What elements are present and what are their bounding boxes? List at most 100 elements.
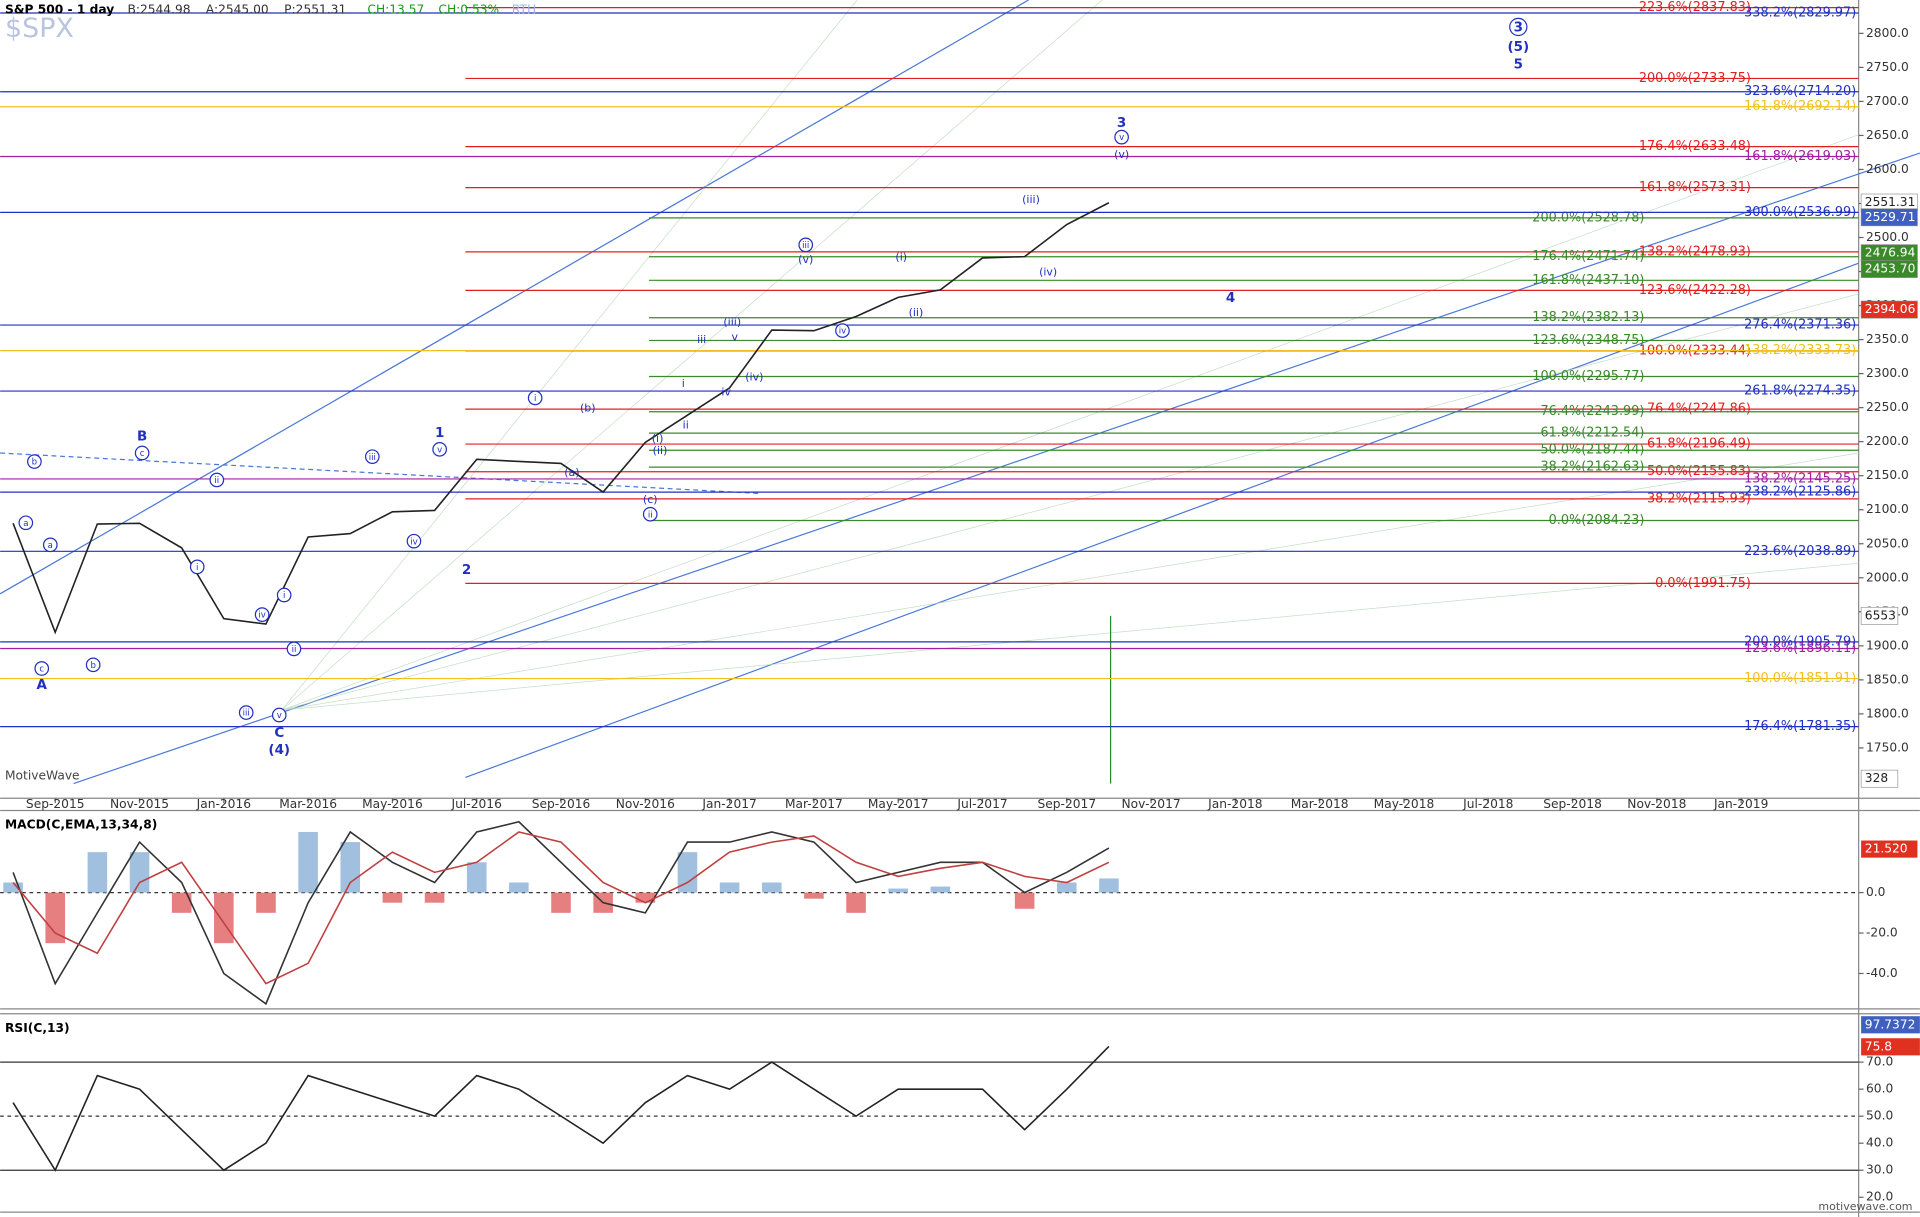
wave-circle	[189, 559, 205, 575]
value-tag	[1861, 1016, 1920, 1034]
fib-level-label: 161.8%(2573.31)	[1639, 180, 1751, 195]
wave-label: iv	[839, 327, 846, 337]
wave-label: (5)	[1507, 40, 1529, 55]
fib-level-label: 200.0%(2528.78)	[1532, 210, 1644, 225]
macd-histogram-bar	[1056, 882, 1077, 893]
macd-histogram-bar	[424, 892, 445, 903]
y-tick-label: 2600.0	[1866, 162, 1909, 176]
macd-histogram-bar	[1014, 892, 1035, 909]
wave-label: (iv)	[745, 371, 763, 384]
x-tick-label: Jan-2017	[701, 797, 756, 811]
y-tick-label: 2250.0	[1866, 400, 1909, 414]
fib-level-label: 323.6%(2714.20)	[1744, 84, 1856, 99]
wave-circle	[835, 323, 850, 338]
wave-label: (ii)	[653, 444, 668, 457]
wave-label: (i)	[652, 432, 664, 445]
y-tick-label: 2000.0	[1866, 570, 1909, 584]
wave-label: c	[39, 665, 44, 675]
wave-label: iv	[721, 385, 731, 398]
wave-label: i	[682, 377, 685, 390]
wave-circle	[286, 641, 302, 657]
brand-watermark: MotiveWave	[5, 769, 80, 783]
wave-circle	[18, 515, 34, 531]
y-tick-label: 2200.0	[1866, 434, 1909, 448]
price-tag-label: 2476.94	[1865, 246, 1916, 260]
fib-level-label: 38.2%(2115.93)	[1647, 491, 1751, 506]
wave-label: v	[1119, 133, 1124, 143]
x-tick-label: Nov-2018	[1627, 797, 1686, 811]
wave-circle	[271, 707, 287, 723]
wave-label: (v)	[1114, 148, 1129, 161]
price-tag	[1860, 300, 1918, 319]
wave-label: ii	[214, 476, 219, 486]
x-tick-label: Jan-2019	[1713, 797, 1768, 811]
wave-label: (iv)	[1039, 265, 1057, 278]
wave-circle	[406, 533, 422, 549]
chart-title: S&P 500 - 1 day	[5, 2, 114, 16]
wave-label: v	[437, 445, 442, 455]
x-tick-label: Sep-2017	[1037, 797, 1096, 811]
quote-field: RTH	[512, 2, 536, 16]
rsi-title: RSI(C,13)	[5, 1021, 70, 1035]
fib-level-label: 123.6%(1896.11)	[1744, 641, 1856, 656]
fib-level-label: 176.4%(2633.48)	[1639, 139, 1751, 154]
y-tick-label: -40.0	[1866, 966, 1898, 980]
wave-label: v	[277, 711, 282, 721]
y-tick-label: 2650.0	[1866, 128, 1909, 142]
x-tick-label: May-2018	[1374, 797, 1435, 811]
price-tag-label: 2551.31	[1865, 195, 1916, 209]
x-tick-label: Nov-2016	[616, 797, 675, 811]
wave-circle	[527, 390, 543, 406]
wave-label: 3	[1117, 116, 1126, 131]
wave-label: (iii)	[1022, 193, 1040, 206]
y-tick-label: 70.0	[1866, 1055, 1893, 1069]
y-tick-label: 2300.0	[1866, 366, 1909, 380]
fib-level-label: 123.6%(2348.75)	[1532, 333, 1644, 348]
wave-circle	[432, 441, 447, 457]
macd-histogram-bar	[635, 892, 656, 903]
volume-tag	[1860, 769, 1899, 788]
fib-level-label: 50.0%(2187.44)	[1540, 443, 1644, 458]
value-tag	[1861, 1038, 1920, 1056]
footer: motivewave.com	[1818, 1200, 1912, 1213]
x-tick-label: Sep-2018	[1543, 797, 1602, 811]
macd-histogram-bar	[466, 862, 487, 893]
x-tick-label: Jan-2016	[196, 797, 252, 811]
wave-label: C	[274, 726, 284, 741]
value-tag-label: 21.520	[1865, 842, 1908, 856]
macd-histogram-bar	[171, 892, 192, 913]
wave-label: iii	[802, 241, 809, 251]
wave-label: (c)	[643, 493, 658, 506]
wave-label: 5	[1514, 57, 1523, 72]
value-tag-label: 75.8	[1865, 1039, 1892, 1053]
fib-level-label: 161.8%(2437.10)	[1532, 273, 1644, 288]
x-tick-label: Mar-2017	[785, 797, 843, 811]
wave-label: (a)	[564, 466, 579, 479]
fib-level-label: 200.0%(1905.79)	[1744, 634, 1856, 649]
wave-label: (iii)	[723, 316, 741, 329]
fan-lines	[281, 0, 1859, 711]
wave-label: 3	[1514, 21, 1523, 36]
fib-level-label: 123.6%(2422.28)	[1639, 283, 1751, 298]
volume-tag-label: 328	[1865, 771, 1888, 785]
wave-circle	[276, 587, 292, 603]
macd-histogram-bar	[298, 831, 318, 893]
wave-circle	[134, 445, 150, 461]
y-tick-label: -20.0	[1866, 926, 1898, 940]
fib-level-label: 38.2%(2162.63)	[1540, 460, 1644, 475]
x-tick-label: Jul-2017	[956, 797, 1007, 811]
fib-level-label: 61.8%(2196.49)	[1647, 437, 1751, 452]
wave-label: iii	[369, 453, 376, 463]
y-tick-label: 2700.0	[1866, 94, 1909, 108]
wave-label: c	[140, 449, 145, 459]
price-tag-label: 2453.70	[1865, 262, 1916, 276]
wave-label: b	[32, 458, 37, 468]
fib-level-label: 138.2%(2478.93)	[1639, 244, 1751, 259]
wave-label: ii	[683, 418, 689, 431]
wave-label: b	[90, 661, 95, 671]
volume-tag	[1860, 606, 1899, 625]
x-tick-label: Sep-2015	[26, 797, 85, 811]
fib-level-label: 300.0%(2536.99)	[1744, 205, 1856, 220]
